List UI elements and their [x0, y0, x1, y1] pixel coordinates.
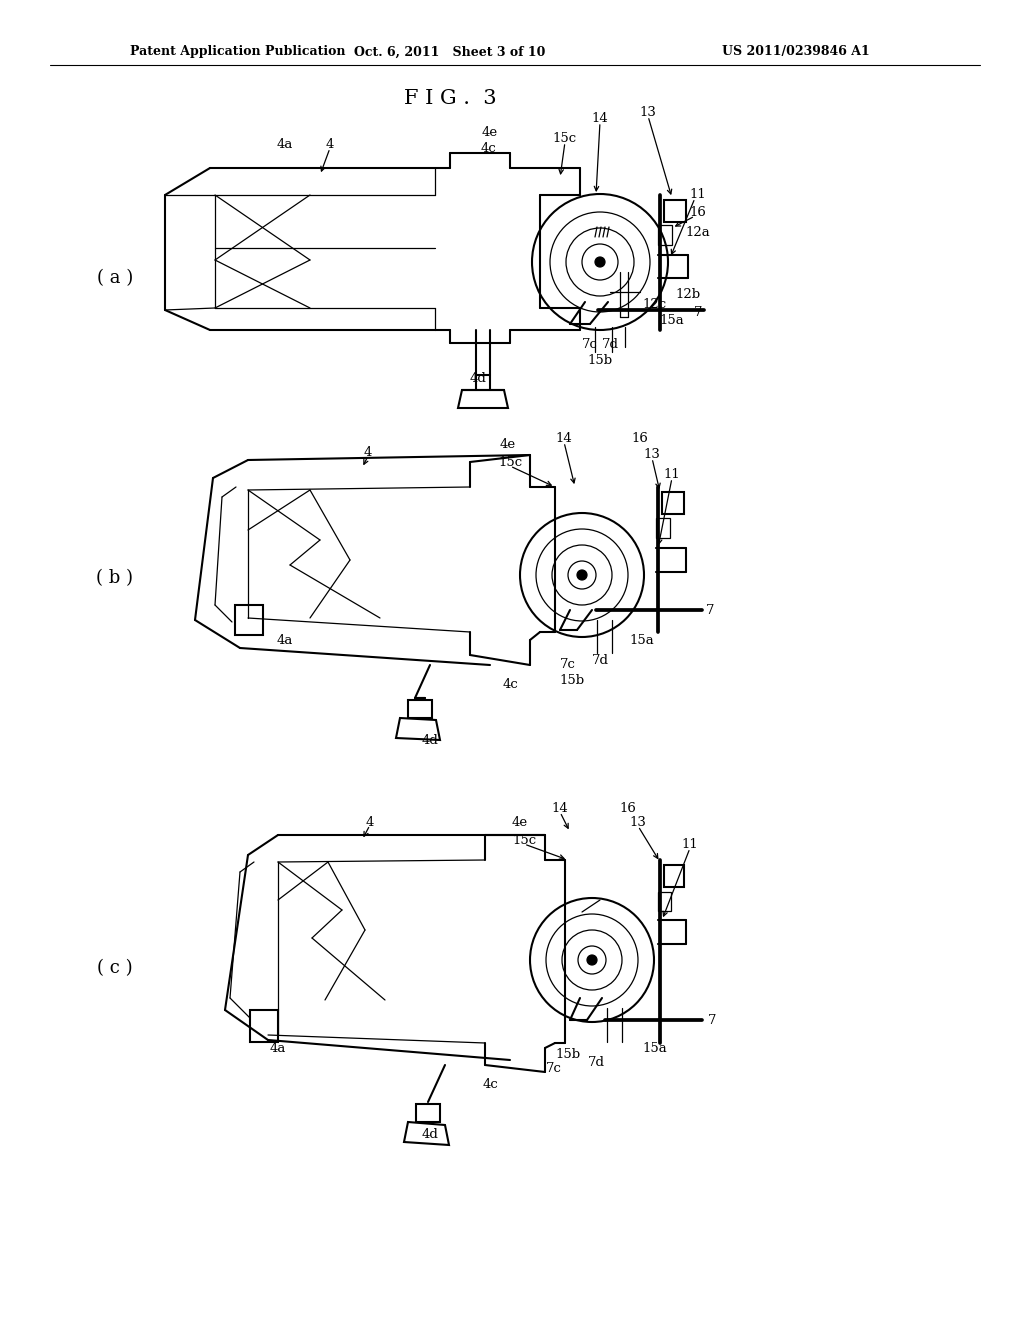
Text: 12a: 12a [686, 226, 711, 239]
Text: ( a ): ( a ) [97, 269, 133, 286]
Text: 15a: 15a [659, 314, 684, 326]
Text: US 2011/0239846 A1: US 2011/0239846 A1 [722, 45, 870, 58]
Text: 4a: 4a [276, 634, 293, 647]
Text: 4e: 4e [512, 816, 528, 829]
Text: 4a: 4a [269, 1041, 286, 1055]
Text: Patent Application Publication: Patent Application Publication [130, 45, 345, 58]
Bar [408, 700, 432, 718]
Bar [664, 201, 686, 222]
Text: 15a: 15a [643, 1041, 668, 1055]
Text: 7d: 7d [592, 653, 608, 667]
Text: 7: 7 [693, 305, 702, 318]
Bar [250, 1010, 278, 1041]
Text: 12c: 12c [643, 298, 667, 312]
Text: 7d: 7d [588, 1056, 604, 1068]
Bar [234, 605, 263, 635]
Text: 15c: 15c [498, 455, 522, 469]
Bar [658, 892, 671, 911]
Text: 14: 14 [592, 111, 608, 124]
Text: 4: 4 [364, 446, 372, 459]
Text: 11: 11 [682, 838, 698, 851]
Text: 13: 13 [630, 816, 646, 829]
Text: 4: 4 [326, 139, 334, 152]
Text: ( c ): ( c ) [97, 960, 133, 977]
Text: 4c: 4c [482, 1078, 498, 1092]
Text: 11: 11 [664, 469, 680, 482]
Text: 13: 13 [640, 106, 656, 119]
Text: 11: 11 [689, 189, 707, 202]
Text: 4e: 4e [500, 438, 516, 451]
Text: 7d: 7d [601, 338, 618, 351]
Text: F I G .  3: F I G . 3 [403, 88, 497, 107]
Text: 4a: 4a [276, 139, 293, 152]
Text: 4d: 4d [470, 371, 486, 384]
Text: Oct. 6, 2011   Sheet 3 of 10: Oct. 6, 2011 Sheet 3 of 10 [354, 45, 546, 58]
Text: 4: 4 [366, 816, 374, 829]
Text: 4d: 4d [422, 1129, 438, 1142]
Bar [662, 492, 684, 513]
Text: ( b ): ( b ) [96, 569, 133, 587]
Text: 4d: 4d [422, 734, 438, 747]
Text: 16: 16 [632, 432, 648, 445]
Text: 15c: 15c [553, 132, 578, 144]
Bar [664, 865, 684, 887]
Bar [416, 1104, 440, 1122]
Text: 15b: 15b [588, 354, 612, 367]
Text: 15b: 15b [559, 673, 585, 686]
Bar [656, 517, 670, 539]
Text: 7: 7 [708, 1014, 716, 1027]
Bar [658, 224, 672, 246]
Text: 4c: 4c [502, 678, 518, 692]
Text: 16: 16 [689, 206, 707, 219]
Text: 14: 14 [552, 801, 568, 814]
Text: 7: 7 [706, 603, 715, 616]
Text: 15b: 15b [555, 1048, 581, 1061]
Circle shape [595, 257, 605, 267]
Text: 15a: 15a [630, 634, 654, 647]
Text: 4e: 4e [482, 125, 498, 139]
Text: 7c: 7c [546, 1061, 562, 1074]
Text: 7c: 7c [582, 338, 598, 351]
Text: 12b: 12b [676, 289, 700, 301]
Text: 14: 14 [556, 432, 572, 445]
Text: 15c: 15c [512, 833, 536, 846]
Text: 16: 16 [620, 801, 637, 814]
Circle shape [577, 570, 587, 579]
Text: 13: 13 [643, 449, 660, 462]
Text: 4c: 4c [480, 141, 496, 154]
Text: 7c: 7c [560, 659, 575, 672]
Circle shape [587, 954, 597, 965]
